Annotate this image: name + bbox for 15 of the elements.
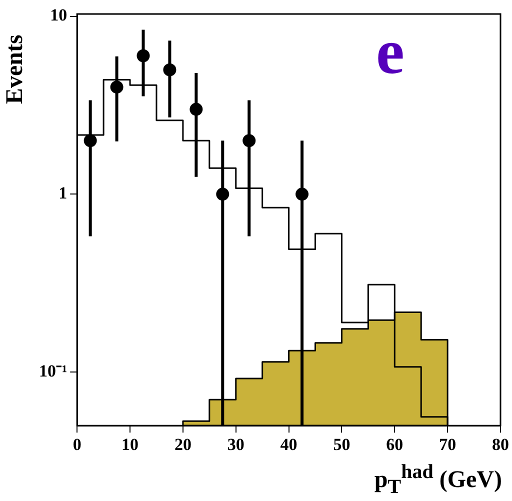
x-tick-label: 20 [174,435,192,454]
x-tick-label: 80 [492,435,509,454]
y-tick-label: 10 [50,6,68,25]
x-tick-label: 40 [280,435,298,454]
x-axis-title: p$_{T}$$^{had}$ (GeV) [374,461,502,499]
y-tick-label: 10⁻¹ [38,361,68,380]
x-tick-label: 10 [122,435,139,454]
annotation: e [376,16,404,87]
x-tick-label: 70 [439,435,456,454]
x-tick-label: 60 [386,435,404,454]
x-tick-label: 30 [227,435,244,454]
x-tick-label: 0 [72,435,82,454]
y-axis-title: Events [2,34,29,104]
x-tick-label: 50 [333,435,350,454]
y-tick-label: 1 [58,184,68,203]
